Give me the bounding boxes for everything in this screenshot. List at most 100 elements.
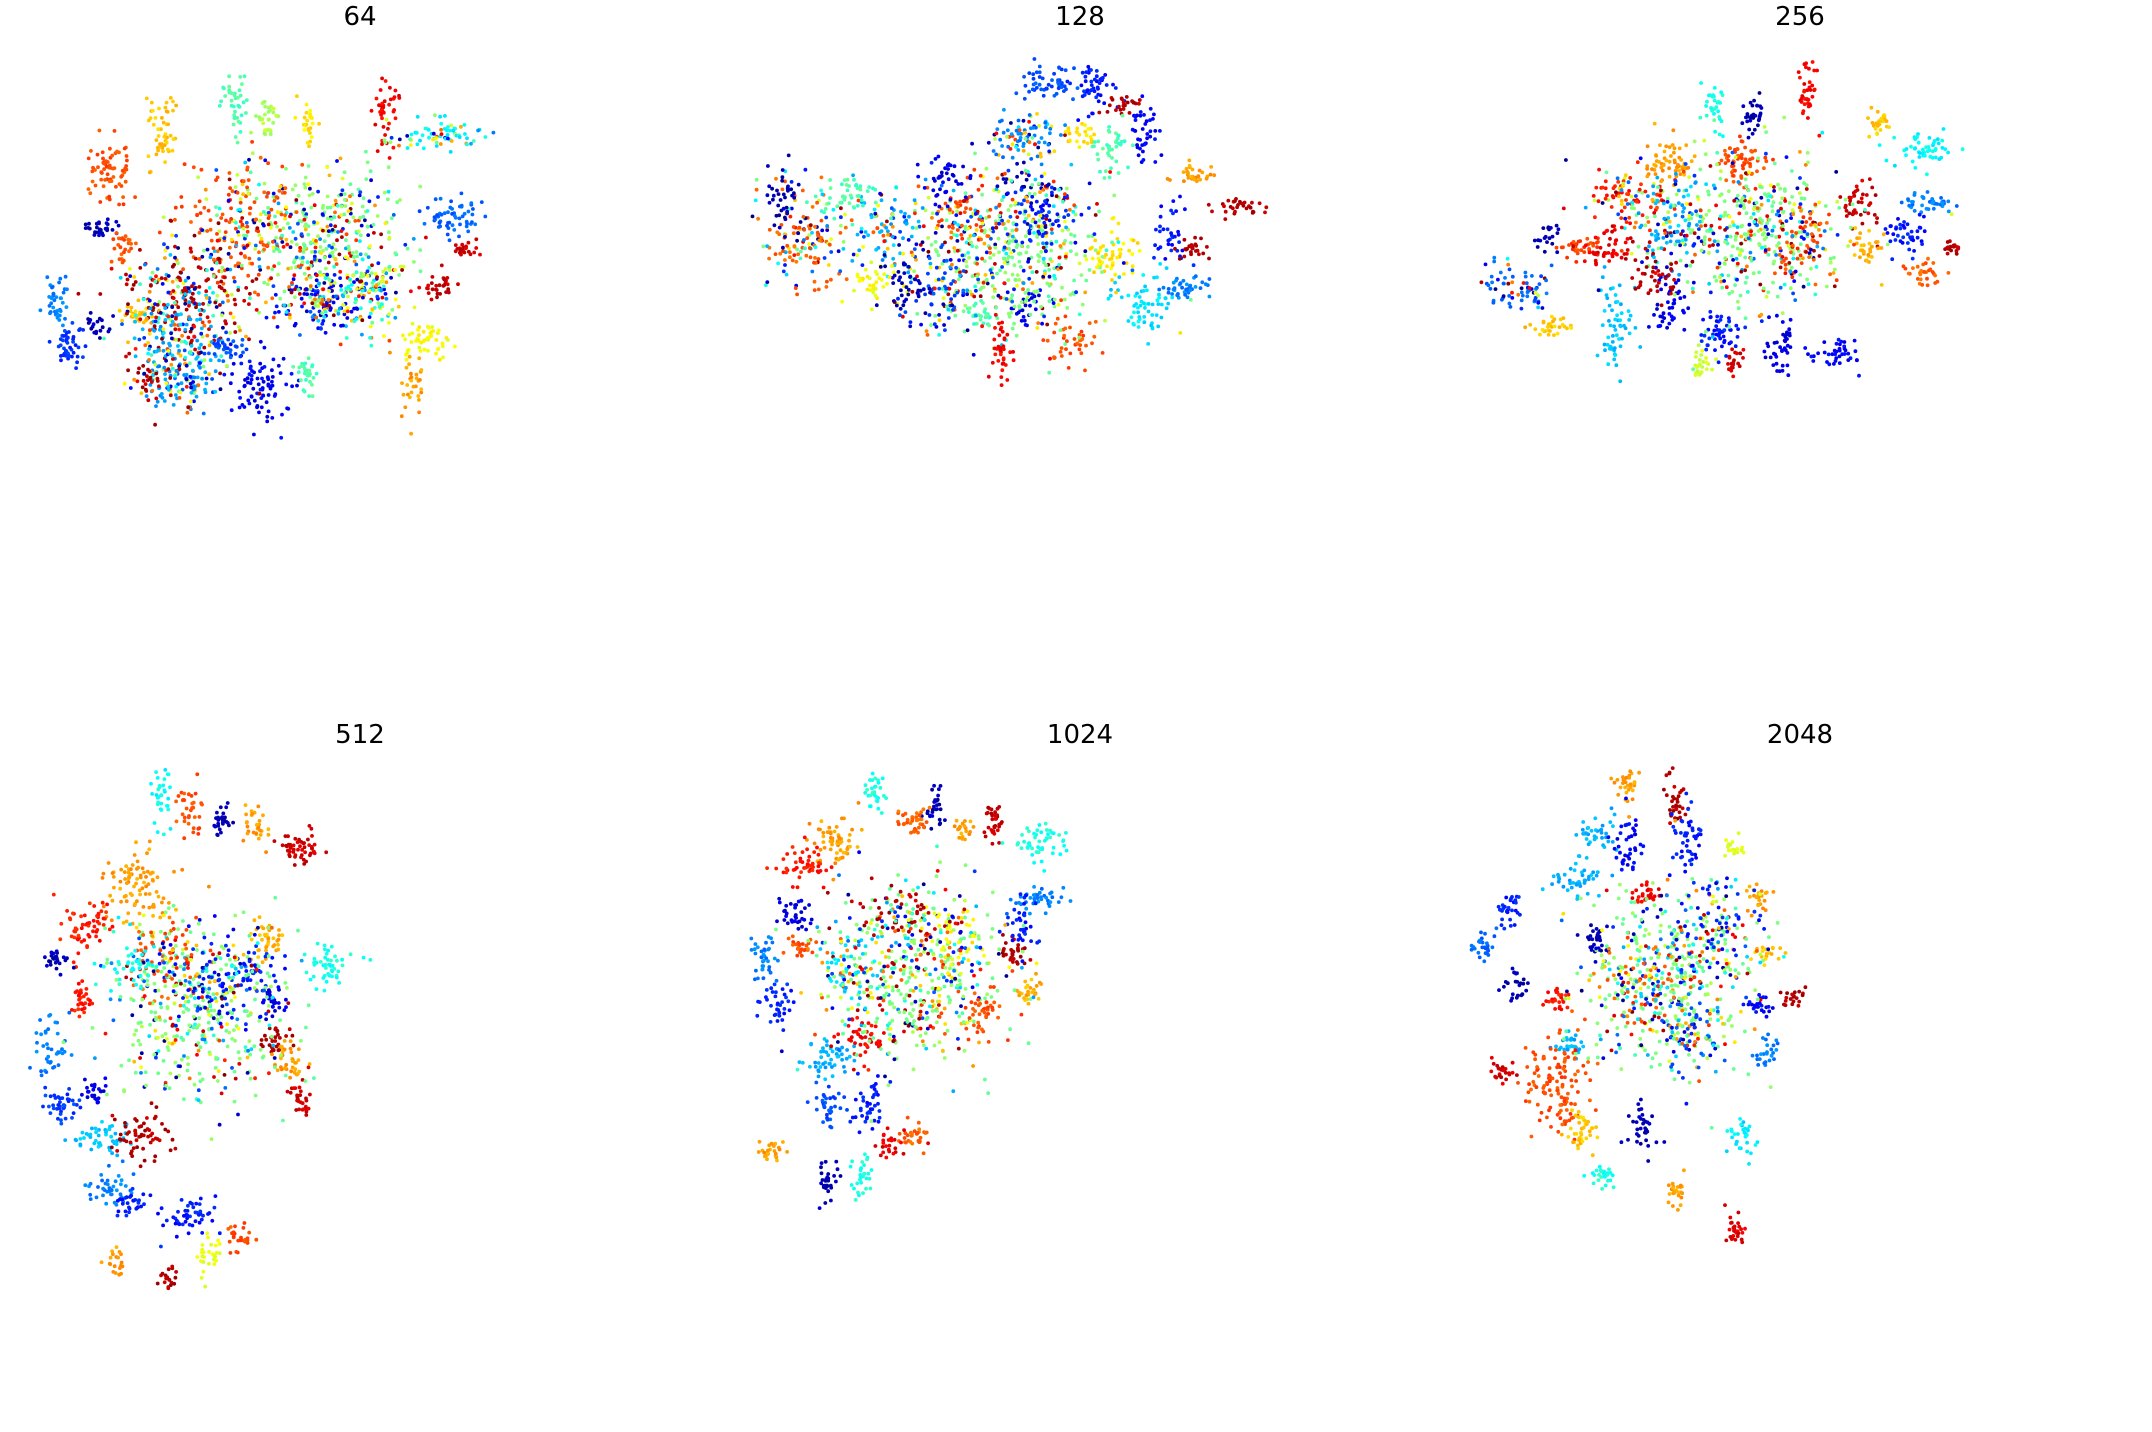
scatter-point (1660, 314, 1665, 319)
scatter-point (236, 288, 241, 292)
scatter-point (901, 303, 906, 308)
scatter-point (272, 249, 276, 253)
scatter-point (1010, 299, 1015, 304)
scatter-point (449, 199, 453, 204)
scatter-point (457, 135, 462, 139)
scatter-point (817, 238, 822, 243)
scatter-point (309, 205, 314, 210)
scatter-point (860, 263, 865, 267)
scatter-point (367, 199, 372, 204)
scatter-point (1021, 268, 1026, 273)
scatter-point (1946, 209, 1951, 214)
scatter-point (859, 230, 864, 234)
scatter-point (407, 362, 411, 367)
scatter-point (1736, 327, 1740, 331)
scatter-point (86, 156, 91, 161)
scatter-point (352, 259, 357, 264)
scatter-point (306, 224, 311, 229)
scatter-point (1603, 179, 1608, 184)
scatter-point (199, 326, 204, 331)
scatter-point (1086, 234, 1091, 239)
scatter-point (966, 226, 970, 231)
scatter-point (242, 384, 247, 389)
scatter-point (100, 325, 105, 330)
scatter-point (128, 309, 133, 314)
scatter-point (1943, 147, 1948, 151)
scatter-point (295, 94, 299, 98)
scatter-point (132, 275, 137, 279)
scatter-point (58, 337, 63, 341)
scatter-point (1092, 334, 1097, 339)
scatter-point (391, 145, 396, 150)
scatter-point (170, 314, 175, 319)
scatter-point (1677, 168, 1681, 173)
scatter-point (1661, 163, 1666, 168)
scatter-point (200, 228, 205, 233)
scatter-point (436, 328, 441, 333)
scatter-point (140, 327, 145, 332)
scatter-point (286, 266, 291, 271)
scatter-point (443, 114, 447, 118)
scatter-point (202, 345, 207, 350)
scatter-point (1015, 273, 1020, 277)
scatter-point (457, 216, 462, 221)
scatter-point (380, 116, 384, 121)
scatter-point (192, 287, 197, 291)
scatter-point (203, 187, 208, 192)
scatter-point (786, 153, 791, 158)
scatter-point (86, 317, 90, 321)
scatter-point (1019, 170, 1024, 175)
scatter-point (1201, 251, 1206, 256)
scatter-point (1080, 337, 1085, 341)
scatter-point (1033, 220, 1038, 225)
scatter-point (284, 382, 289, 387)
scatter-point (258, 361, 263, 366)
scatter-point (1607, 319, 1611, 323)
scatter-point (339, 283, 343, 288)
scatter-point (326, 298, 331, 302)
scatter-point (300, 162, 305, 167)
scatter-point (332, 273, 337, 277)
scatter-point (1798, 75, 1802, 80)
scatter-point (1498, 270, 1503, 275)
scatter-point (228, 267, 233, 272)
scatter-point (1555, 231, 1560, 236)
scatter-point (1748, 157, 1752, 162)
scatter-point (1519, 306, 1524, 311)
scatter-point (262, 190, 267, 195)
scatter-point (1034, 85, 1039, 90)
scatter-point (1104, 248, 1109, 253)
scatter-point (1037, 82, 1042, 87)
scatter-point (298, 245, 302, 250)
scatter-point (144, 394, 149, 398)
scatter-point (138, 248, 142, 252)
scatter-point (168, 96, 173, 100)
scatter-point (173, 327, 178, 332)
scatter-point (880, 258, 885, 262)
scatter-point (186, 275, 191, 280)
scatter-point (781, 249, 785, 254)
scatter-point (143, 312, 147, 317)
scatter-point (409, 371, 413, 376)
scatter-point (198, 211, 203, 216)
scatter-point (1619, 311, 1624, 316)
scatter-point (1686, 165, 1691, 170)
scatter-point (318, 273, 323, 277)
scatter-point (1907, 203, 1912, 208)
scatter-point (1052, 304, 1057, 309)
scatter-point (929, 323, 933, 327)
scatter-point (308, 263, 313, 268)
scatter-point (1110, 240, 1114, 245)
scatter-point (200, 320, 205, 325)
scatter-point (1019, 243, 1024, 248)
scatter-point (900, 281, 904, 285)
scatter-point (245, 185, 250, 190)
scatter-point (311, 376, 316, 380)
scatter-point (314, 315, 318, 320)
scatter-point (336, 230, 340, 234)
scatter-point (168, 393, 173, 398)
scatter-point (305, 373, 310, 378)
scatter-point (1038, 190, 1042, 195)
scatter-point (154, 335, 159, 340)
scatter-point (1912, 193, 1917, 197)
